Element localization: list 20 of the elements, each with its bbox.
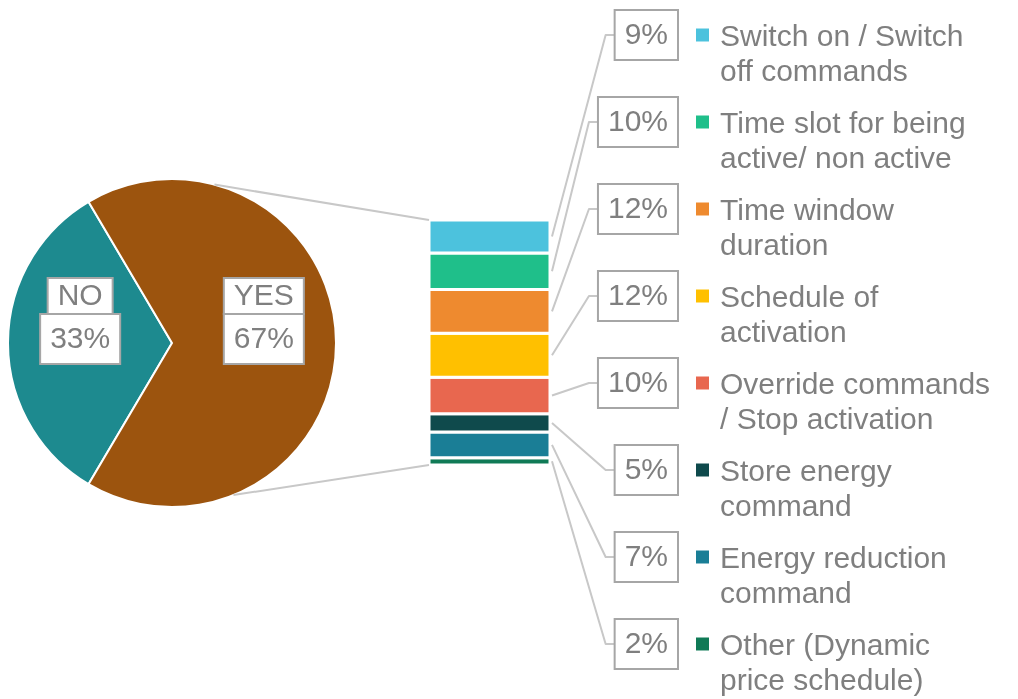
text: Time window duration bbox=[720, 193, 895, 261]
data-label: 10% bbox=[607, 104, 668, 137]
data-label: 12% bbox=[607, 278, 668, 311]
legend-label: Schedule of activation bbox=[720, 280, 880, 348]
data-label: 12% bbox=[607, 191, 668, 224]
data-label: 5% bbox=[624, 452, 668, 485]
legend-label: Store energy command bbox=[720, 454, 892, 522]
data-label: 10% bbox=[607, 365, 668, 398]
data-label: 2% bbox=[624, 626, 668, 659]
data-label: 7% bbox=[624, 539, 668, 572]
slice-label: YES bbox=[233, 278, 294, 311]
legend-label: Switch on / Switch off commands bbox=[720, 19, 964, 87]
data-label: 67% bbox=[233, 321, 294, 354]
legend-label: Energy reduction command bbox=[720, 541, 947, 609]
data-label: 9% bbox=[624, 17, 668, 50]
slice-label: NO bbox=[57, 278, 103, 311]
legend-label: Override commands / Stop activation bbox=[720, 367, 991, 435]
legend-label: Other (Dynamic price schedule) bbox=[720, 628, 931, 696]
legend-label: Time slot for being active/ non active bbox=[720, 106, 966, 174]
data-label: 33% bbox=[50, 321, 111, 354]
